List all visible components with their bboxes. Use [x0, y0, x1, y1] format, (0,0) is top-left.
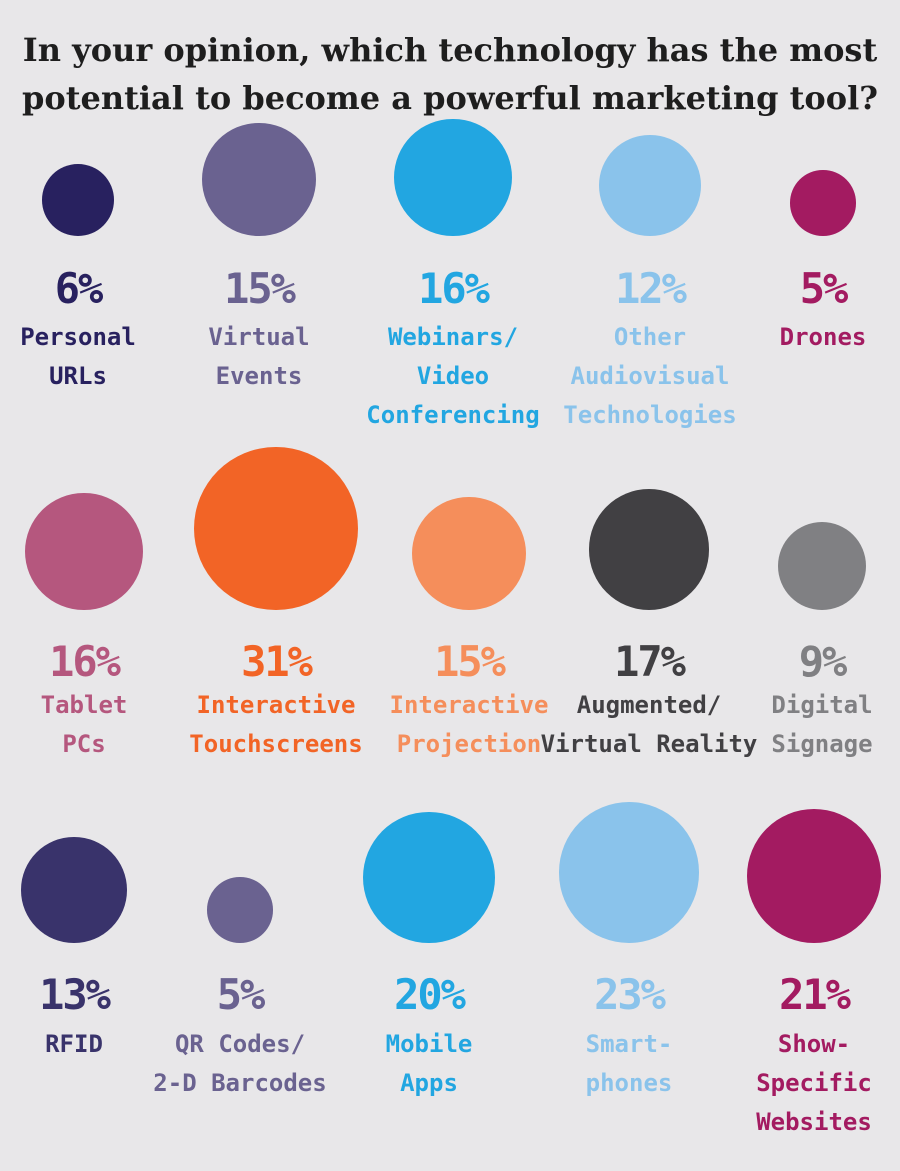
bubble-2	[202, 122, 316, 236]
category-label-line: 2-D Barcodes	[153, 1069, 327, 1097]
category-label-11: RFID	[0, 1025, 194, 1064]
category-label-line: Drones	[779, 323, 867, 351]
category-label-15: Show- Specific Websites	[694, 1025, 900, 1142]
percent-label-1: 6%	[54, 264, 104, 313]
percent-label-14: 23%	[594, 970, 666, 1019]
category-label-line: Augmented/	[576, 691, 722, 719]
category-label-13: Mobile Apps	[309, 1025, 549, 1103]
category-label-10: Digital Signage	[702, 686, 900, 764]
category-label-9: Augmented/Virtual Reality	[529, 686, 769, 764]
bubble-4	[599, 134, 701, 236]
category-label-line: Smart-	[585, 1030, 673, 1058]
percent-label-3: 16%	[418, 264, 490, 313]
bubble-12	[207, 877, 273, 943]
bubble-11	[21, 837, 127, 943]
category-label-line: QR Codes/	[174, 1030, 306, 1058]
category-label-4: Other Audiovisual Technologies	[530, 318, 770, 435]
category-label-line: Show-	[777, 1030, 851, 1058]
bubble-6	[25, 492, 143, 610]
bubble-15	[746, 808, 882, 943]
percent-label-4: 12%	[615, 264, 687, 313]
category-label-line: Other	[613, 323, 687, 351]
percent-label-15: 21%	[779, 970, 851, 1019]
chart-title-line-2: potential to become a powerful marketing…	[21, 79, 879, 117]
chart-title-line-1: In your opinion, which technology has th…	[22, 31, 878, 69]
percent-label-6: 16%	[49, 637, 121, 686]
category-label-14: Smart-phones	[509, 1025, 749, 1103]
category-label-line: Audiovisual	[570, 362, 730, 390]
category-label-line: Personal	[20, 323, 136, 351]
category-label-12: QR Codes/2-D Barcodes	[120, 1025, 360, 1103]
category-label-6: Tablet PCs	[0, 686, 204, 764]
category-label-line: Projection	[396, 730, 542, 758]
category-label-line: URLs	[49, 362, 107, 390]
category-label-8: Interactive Projection	[349, 686, 589, 764]
category-label-line: Apps	[400, 1069, 458, 1097]
category-label-5: Drones	[703, 318, 900, 357]
category-label-line: Specific	[756, 1069, 872, 1097]
category-label-line: Webinars/	[387, 323, 519, 351]
category-label-line: Virtual	[208, 323, 310, 351]
category-label-line: Signage	[771, 730, 873, 758]
percent-label-11: 13%	[39, 970, 111, 1019]
category-label-line: Video	[416, 362, 490, 390]
percent-label-9: 17%	[614, 637, 686, 686]
percent-label-2: 15%	[224, 264, 296, 313]
category-label-line: Digital	[771, 691, 873, 719]
category-label-line: Touchscreens	[189, 730, 363, 758]
bubble-3	[394, 118, 512, 236]
category-label-line: Events	[215, 362, 303, 390]
category-label-line: phones	[585, 1069, 673, 1097]
bubble-14	[558, 802, 700, 943]
bubble-13	[363, 811, 495, 943]
category-label-line: PCs	[62, 730, 106, 758]
bubble-8	[412, 496, 526, 610]
bubble-10	[778, 522, 866, 610]
category-label-2: Virtual Events	[139, 318, 379, 396]
category-label-7: Interactive Touchscreens	[156, 686, 396, 764]
percent-label-8: 15%	[434, 637, 506, 686]
category-label-line: Interactive	[389, 691, 549, 719]
bubble-5	[790, 170, 856, 236]
percent-label-13: 20%	[394, 970, 466, 1019]
chart-title: In your opinion, which technology has th…	[0, 26, 900, 122]
category-label-line: Tablet	[40, 691, 128, 719]
category-label-line: Interactive	[196, 691, 356, 719]
category-label-line: Technologies	[563, 401, 737, 429]
bubble-9	[588, 489, 710, 610]
category-label-line: RFID	[45, 1030, 103, 1058]
percent-label-12: 5%	[216, 970, 266, 1019]
category-label-line: Mobile	[385, 1030, 473, 1058]
category-label-line: Websites	[756, 1108, 872, 1136]
percent-label-10: 9%	[798, 637, 848, 686]
category-label-1: Personal URLs	[0, 318, 198, 396]
percent-label-5: 5%	[799, 264, 849, 313]
category-label-line: Virtual Reality	[540, 730, 758, 758]
category-label-3: Webinars/Video Conferencing	[333, 318, 573, 435]
category-label-line: Conferencing	[366, 401, 540, 429]
bubble-1	[42, 164, 114, 236]
percent-label-7: 31%	[241, 637, 313, 686]
bubble-7	[194, 446, 358, 610]
